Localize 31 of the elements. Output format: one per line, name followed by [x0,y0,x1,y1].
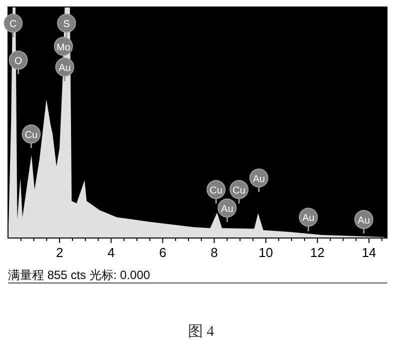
annotation: Au [221,204,234,215]
caption: 图 4 [188,324,215,340]
peak-label: C [4,14,23,38]
annotation: S [63,19,70,30]
annotation: Cu [232,185,246,196]
peak-label: S [57,14,76,38]
peak-label: Cu [22,124,41,148]
x-tick-label: 8 [210,245,218,260]
annotation: Cu [24,130,38,142]
peak-label: Au [55,58,74,82]
peak-label: Au [249,168,268,192]
annotation: Au [302,213,314,224]
annotation: Au [358,216,370,227]
x-tick-label: 10 [258,245,274,260]
annotation: O [14,56,22,68]
annotation: Cu [210,185,222,196]
annotation: C [10,19,17,30]
x-tick-label: 12 [310,245,325,260]
annotation: Au [252,174,265,185]
annotation: Au [58,63,71,74]
annotation: Mo [56,42,71,54]
x-tick-label: 4 [108,245,115,260]
peak-label: Cu [230,180,248,204]
peak-label: Au [354,210,374,234]
x-tick-label: 6 [159,245,166,260]
x-tick-label: 14 [362,245,376,260]
peak-label: O [8,50,28,74]
peak-label: Au [298,208,318,232]
peak-label: Au [218,198,237,222]
text: 满量程 855 cts 光标: 0.000 [8,268,150,282]
x-tick-label: 2 [56,245,64,260]
